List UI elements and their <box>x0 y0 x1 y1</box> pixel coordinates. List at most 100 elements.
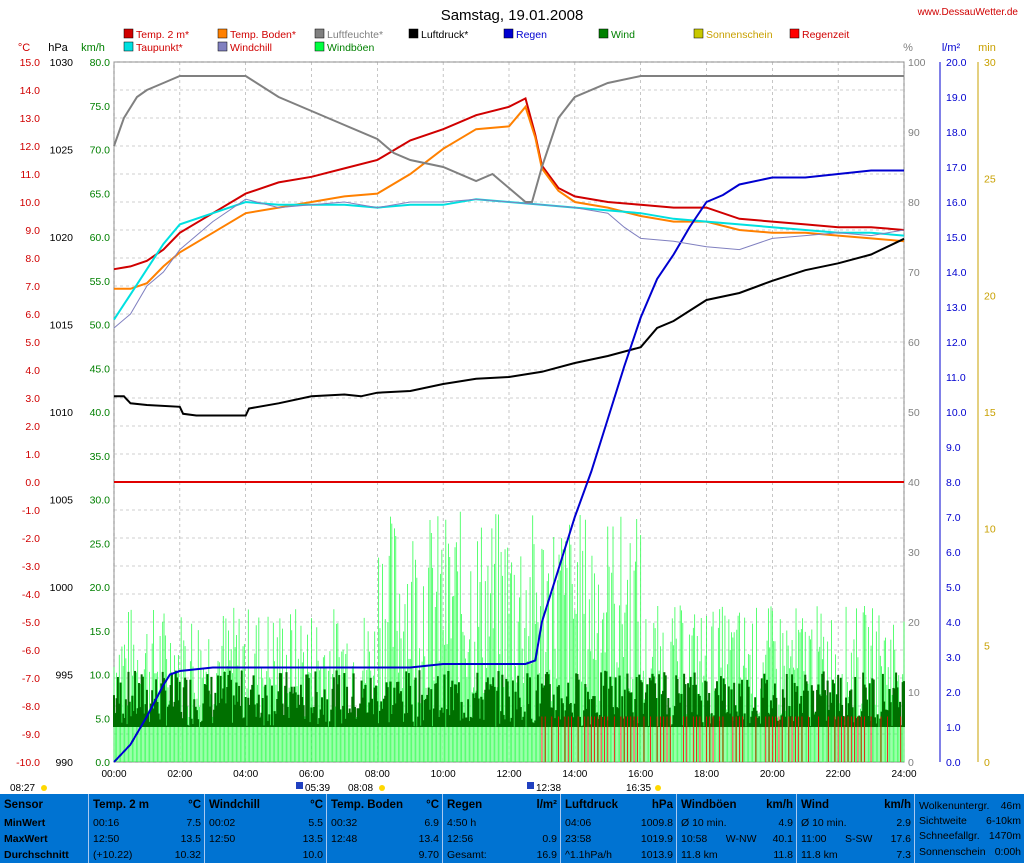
y-tick-label: -6.0 <box>22 645 40 657</box>
stats-cell-row: 11.8 km 7.3 <box>801 849 911 863</box>
legend-swatch <box>217 28 228 39</box>
y-tick-label: 50.0 <box>90 320 111 332</box>
y-tick-label: 16.0 <box>946 197 967 209</box>
y-tick-label: 3.0 <box>946 652 961 664</box>
y-tick-label: 0.0 <box>946 757 961 769</box>
y-tick-label: 0 <box>908 757 914 769</box>
y-tick-label: 55.0 <box>90 276 111 288</box>
legend-swatch <box>693 28 704 39</box>
y-tick-label: 13.0 <box>946 302 967 314</box>
y-tick-label: 7.0 <box>946 512 961 524</box>
stats-column: Windböen km/h Ø 10 min. 4.9 10:58 W-NW 40.1 11.… <box>676 794 797 863</box>
y-tick-label: 2.0 <box>946 687 961 699</box>
stats-column-title: Temp. 2 m <box>93 799 150 811</box>
y-tick-label: 65.0 <box>90 188 111 200</box>
y-tick-label: 13.0 <box>20 113 41 125</box>
axes: 00:00 02:00 04:00 06:00 08:00 10:00 12:00 14:00… <box>16 57 996 780</box>
unit-min: min <box>978 42 996 54</box>
stats-cell-value: 7.5 <box>186 817 201 829</box>
extra-value: 46m <box>1000 800 1021 812</box>
stats-cell-row: Gesamt: 16.9 <box>447 849 557 863</box>
y-tick-label: 1030 <box>50 57 74 69</box>
stats-column: Windchill °C 00:02 5.5 12:50 13.5 10.0 <box>204 794 327 863</box>
y-tick-label: 30 <box>984 57 996 69</box>
x-tick-label: 04:00 <box>233 769 258 780</box>
y-tick-label: 35.0 <box>90 451 111 463</box>
stats-cell-row: 9.70 <box>331 849 439 863</box>
y-tick-label: 17.0 <box>946 162 967 174</box>
y-tick-label: -10.0 <box>16 757 40 769</box>
y-tick-label: 5.0 <box>25 337 40 349</box>
unit-kmh: km/h <box>81 42 105 54</box>
stats-column-unit: hPa <box>651 799 673 811</box>
event-time-1: 05:39 <box>305 783 330 794</box>
legend-label: Wind <box>611 29 635 41</box>
legend-label: Windchill <box>230 42 272 54</box>
y-tick-label: 0.0 <box>95 757 110 769</box>
stats-cell-left: 23:58 <box>565 833 592 845</box>
y-tick-label: 10 <box>984 524 996 536</box>
stats-column-unit: °C <box>426 799 439 811</box>
series-line-luftfeuchte <box>113 75 904 203</box>
stats-cell-value: 2.9 <box>896 817 911 829</box>
y-tick-label: 0.0 <box>25 477 40 489</box>
y-tick-label: 15.0 <box>20 57 41 69</box>
series-line-luftdruck <box>114 237 905 417</box>
y-tick-label: 1000 <box>50 582 74 594</box>
y-tick-label: 1.0 <box>25 449 40 461</box>
stats-column-unit: l/m² <box>536 799 557 811</box>
stats-column-unit: °C <box>310 799 323 811</box>
event-time-3: 12:38 <box>536 783 561 794</box>
y-tick-label: -2.0 <box>22 533 40 545</box>
sun-icon <box>379 785 385 791</box>
legend-swatch <box>598 28 609 39</box>
site-link[interactable]: www.DessauWetter.de <box>917 7 1019 18</box>
legend-swatch <box>314 28 325 39</box>
stats-column-header: Windböen km/h <box>681 799 793 811</box>
stats-cell-left: 00:02 <box>209 817 236 829</box>
x-tick-label: 12:00 <box>496 769 521 780</box>
stats-cell-value: 40.1 <box>772 833 793 845</box>
series-line-temp-boden <box>114 104 905 290</box>
x-tick-label: 16:00 <box>628 769 653 780</box>
extra-label: Sonnenschein <box>919 846 986 858</box>
y-tick-label: 30.0 <box>90 495 111 507</box>
y-tick-label: 50 <box>908 407 920 419</box>
stats-cell-row: 00:02 5.5 <box>209 817 323 831</box>
legend-swatch <box>314 41 325 52</box>
unit-lm2: l/m² <box>942 42 961 54</box>
row-label-max: MaxWert <box>4 833 48 845</box>
legend-swatch <box>123 41 134 52</box>
y-tick-label: 11.0 <box>946 372 966 384</box>
y-tick-label: 20 <box>908 617 920 629</box>
extra-label: Schneefallgr. <box>919 830 980 842</box>
y-tick-label: 20.0 <box>946 57 967 69</box>
y-tick-label: 90 <box>908 127 920 139</box>
y-tick-label: 70 <box>908 267 920 279</box>
y-tick-label: 1005 <box>50 495 74 507</box>
y-tick-label: 995 <box>55 670 73 682</box>
stats-column-unit: °C <box>188 799 201 811</box>
unit-hpa: hPa <box>48 42 68 54</box>
y-tick-label: 7.0 <box>25 281 40 293</box>
stats-panel: Sensor MinWert MaxWert Durchschnitt Temp… <box>0 794 1024 863</box>
stats-column-header: Temp. 2 m °C <box>93 799 201 811</box>
y-tick-label: 25.0 <box>90 538 111 550</box>
y-tick-label: 11.0 <box>20 169 40 181</box>
legend-label: Temp. 2 m* <box>136 29 189 41</box>
y-tick-label: 100 <box>908 57 926 69</box>
legend-swatch <box>408 28 419 39</box>
stats-cell-row: 04:06 1009.8 <box>565 817 673 831</box>
stats-cell-direction: W-NW <box>725 833 757 845</box>
stats-cell-left: 00:32 <box>331 817 358 829</box>
stats-column-header: Windchill °C <box>209 799 323 811</box>
stats-cell-value: 1013.9 <box>640 849 673 861</box>
stats-column-header: Temp. Boden °C <box>331 799 439 811</box>
stats-cell-row: 12:50 13.5 <box>93 833 201 847</box>
y-tick-label: 40.0 <box>90 407 111 419</box>
x-tick-label: 24:00 <box>891 769 916 780</box>
stats-cell-row: 00:32 6.9 <box>331 817 439 831</box>
legend-label: Taupunkt* <box>136 42 183 54</box>
marker-row: 08:27 05:39 08:08 12:38 16:35 <box>10 782 661 794</box>
stats-cell-value: 7.3 <box>896 849 911 861</box>
